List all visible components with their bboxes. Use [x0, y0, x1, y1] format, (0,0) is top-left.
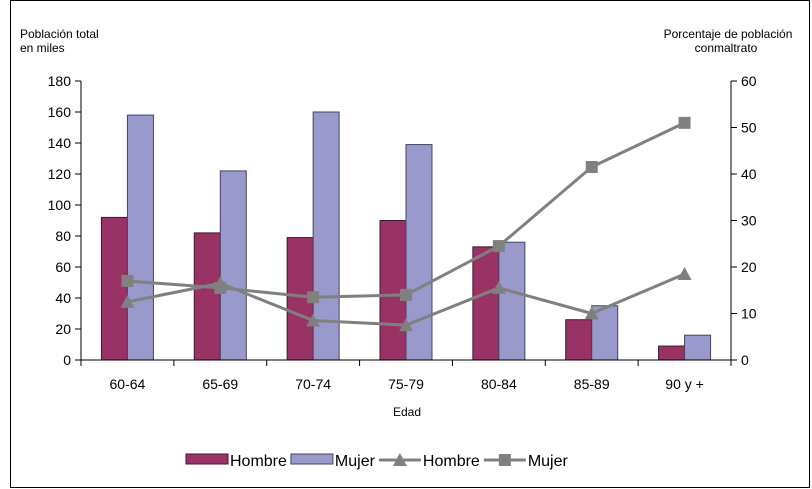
legend-swatch-1 — [290, 453, 334, 465]
bar-hombre-0 — [100, 216, 128, 361]
bar-mujer-5 — [591, 305, 619, 361]
marker-square-5 — [585, 161, 598, 174]
category-label-1: 65-69 — [202, 376, 238, 392]
legend-marker-3 — [498, 454, 511, 466]
marker-square-3 — [400, 288, 412, 301]
category-label-5: 85-89 — [574, 376, 610, 392]
left-tick-label-1: 20 — [55, 321, 71, 337]
right-axis-title-line-2: conmaltrato — [695, 41, 758, 55]
left-tick-label-3: 60 — [55, 259, 71, 275]
bar-mujer-0 — [126, 114, 154, 361]
left-tick-label-8: 160 — [48, 104, 72, 120]
left-axis-title-line-2: en miles — [20, 41, 65, 55]
left-tick-label-2: 40 — [55, 290, 71, 306]
left-tick-label-6: 120 — [48, 166, 72, 182]
marker-triangle-2 — [306, 313, 321, 327]
bar-hombre-4 — [472, 246, 500, 361]
x-axis-title: Edad — [393, 405, 421, 419]
legend-label-3: Mujer — [528, 453, 569, 470]
category-label-2: 70-74 — [295, 376, 331, 392]
category-label-0: 60-64 — [110, 376, 146, 392]
left-tick-label-7: 140 — [48, 135, 72, 151]
bar-mujer-2 — [312, 111, 340, 361]
left-tick-label-0: 0 — [63, 352, 71, 368]
category-label-3: 75-79 — [388, 376, 424, 392]
right-tick-label-5: 50 — [741, 120, 757, 136]
right-axis-title-line-1: Porcentaje de población — [664, 27, 793, 41]
marker-triangle-3 — [399, 318, 413, 332]
bar-hombre-5 — [565, 319, 593, 361]
bar-mujer-1 — [219, 170, 247, 361]
marker-square-2 — [307, 291, 320, 304]
marker-square-4 — [492, 240, 505, 253]
bar-hombre-6 — [658, 345, 686, 361]
legend-marker-2 — [392, 453, 407, 466]
marker-square-1 — [214, 281, 227, 294]
left-tick-label-5: 100 — [48, 197, 72, 213]
right-tick-label-1: 10 — [741, 306, 757, 322]
legend-label-0: Hombre — [230, 453, 287, 470]
right-tick-label-3: 30 — [741, 213, 757, 229]
marker-square-0 — [121, 274, 134, 287]
category-label-4: 80-84 — [481, 376, 517, 392]
bar-mujer-4 — [498, 241, 526, 361]
legend-label-2: Hombre — [423, 453, 480, 470]
bar-hombre-1 — [193, 232, 221, 361]
legend-label-1: Mujer — [335, 453, 376, 470]
marker-square-6 — [678, 116, 691, 129]
marker-triangle-6 — [677, 266, 692, 280]
category-label-6: 90 y + — [665, 376, 704, 392]
marker-triangle-5 — [584, 306, 599, 320]
plot-area: 0 20 40 60 80 100 120 140 160 180 0 10 20 30 40 50 60 60-… — [48, 73, 757, 392]
right-tick-label-2: 20 — [741, 259, 757, 275]
legend-swatch-0 — [185, 453, 229, 465]
left-axis-title-line-1: Población total — [20, 27, 99, 41]
left-tick-label-4: 80 — [55, 228, 71, 244]
right-tick-label-0: 0 — [741, 352, 749, 368]
marker-triangle-0 — [120, 294, 135, 308]
right-tick-label-4: 40 — [741, 166, 757, 182]
right-tick-label-6: 60 — [741, 73, 757, 89]
legend: Hombre Mujer Hombre Mujer — [185, 453, 569, 470]
bar-mujer-6 — [684, 334, 712, 361]
left-tick-label-9: 180 — [48, 73, 72, 89]
marker-triangle-4 — [491, 280, 506, 294]
